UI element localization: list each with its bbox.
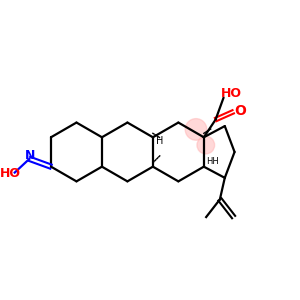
Text: N: N xyxy=(25,149,36,162)
Circle shape xyxy=(185,118,207,140)
Text: H: H xyxy=(156,136,163,146)
Text: HH: HH xyxy=(206,157,218,166)
Text: HO: HO xyxy=(0,167,21,180)
Circle shape xyxy=(197,136,214,154)
Text: O: O xyxy=(234,104,246,118)
Text: HO: HO xyxy=(221,87,242,100)
